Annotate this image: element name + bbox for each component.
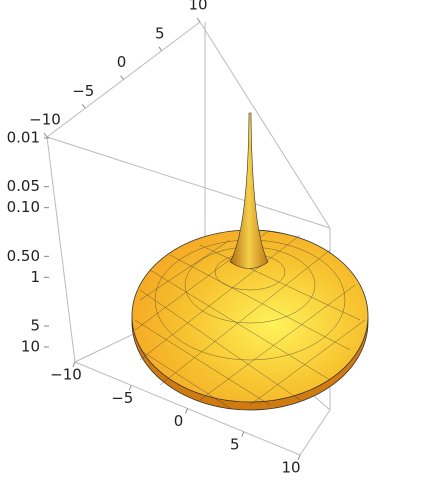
x-tick-label: 0 xyxy=(174,412,184,430)
y-tick-label: 10 xyxy=(188,0,207,14)
y-tick xyxy=(158,46,163,52)
x-tick xyxy=(297,454,301,461)
x-tick-label: 10 xyxy=(281,459,300,477)
x-tick-label: −10 xyxy=(50,366,82,384)
y-tick-label: −5 xyxy=(72,82,94,100)
z-tick-label: 1 xyxy=(30,268,40,286)
y-tick-label: 0 xyxy=(117,53,127,71)
x-tick xyxy=(128,385,132,391)
y-tick xyxy=(196,17,201,23)
y-tick xyxy=(43,132,48,138)
z-tick-label: 0.05 xyxy=(7,177,40,195)
surface xyxy=(131,112,369,411)
z-tick-label: 5 xyxy=(30,317,40,335)
y-tick-label: 5 xyxy=(155,24,165,42)
y-tick xyxy=(81,103,86,109)
x-tick-label: −5 xyxy=(111,389,133,407)
x-tick xyxy=(241,431,245,437)
z-tick-label: 0.10 xyxy=(7,198,40,216)
x-tick xyxy=(72,361,76,368)
z-tick-label: 0.01 xyxy=(7,129,40,147)
x-tick-label: 5 xyxy=(230,435,240,453)
z-tick-label: 10 xyxy=(21,338,40,356)
x-tick xyxy=(185,408,188,414)
z-tick-label: 0.50 xyxy=(7,247,40,265)
y-tick xyxy=(120,75,124,80)
y-tick-label: −10 xyxy=(29,111,61,129)
